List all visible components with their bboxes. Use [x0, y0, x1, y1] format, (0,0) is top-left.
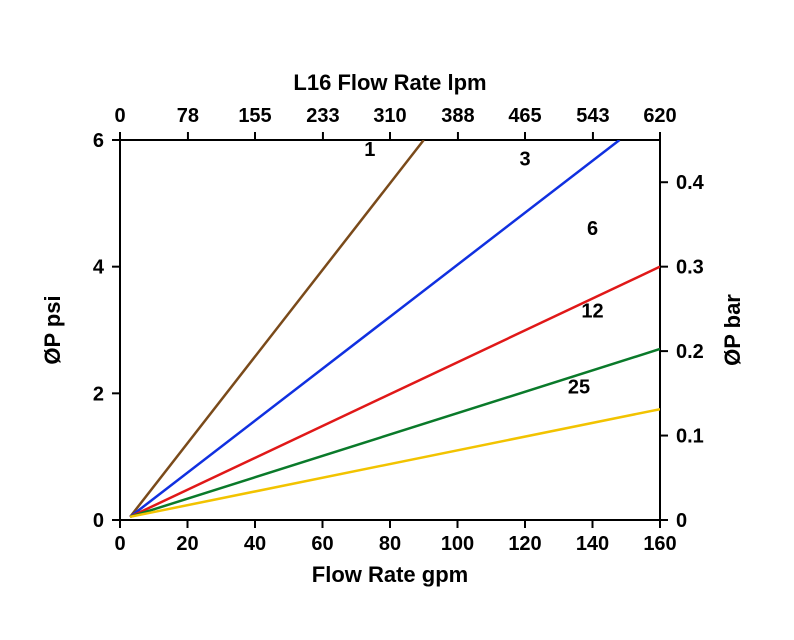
x-top-tick-label: 465: [508, 105, 541, 127]
x-bottom-tick-label: 100: [441, 533, 474, 555]
y-right-tick-label: 0.4: [676, 172, 705, 194]
x-bottom-tick-label: 20: [176, 533, 198, 555]
y-left-tick-label: 6: [93, 130, 104, 152]
y-right-title: ØP bar: [720, 294, 745, 366]
y-right-tick-label: 0.1: [676, 426, 704, 448]
series-label-12: 12: [581, 300, 603, 322]
x-bottom-tick-label: 80: [379, 533, 401, 555]
x-bottom-tick-label: 120: [508, 533, 541, 555]
x-top-tick-label: 233: [306, 105, 339, 127]
x-bottom-tick-label: 0: [114, 533, 125, 555]
x-top-tick-label: 0: [114, 105, 125, 127]
x-bottom-tick-label: 60: [311, 533, 333, 555]
y-left-title: ØP psi: [40, 295, 65, 364]
series-label-6: 6: [587, 218, 598, 240]
series-label-25: 25: [568, 376, 590, 398]
x-bottom-tick-label: 140: [576, 533, 609, 555]
y-right-tick-label: 0.2: [676, 341, 704, 363]
y-right-tick-label: 0: [676, 510, 687, 532]
x-top-tick-label: 155: [238, 105, 271, 127]
x-top-tick-label: 388: [441, 105, 474, 127]
x-bottom-title: Flow Rate gpm: [312, 562, 468, 587]
series-label-1: 1: [364, 139, 375, 161]
chart-title: L16 Flow Rate lpm: [293, 70, 486, 95]
pressure-drop-chart: 020406080100120140160Flow Rate gpm078155…: [0, 0, 794, 640]
x-top-tick-label: 620: [643, 105, 676, 127]
chart-svg: 020406080100120140160Flow Rate gpm078155…: [0, 0, 794, 640]
series-label-3: 3: [519, 148, 530, 170]
x-top-tick-label: 78: [177, 105, 199, 127]
y-left-tick-label: 0: [93, 510, 104, 532]
x-bottom-tick-label: 40: [244, 533, 266, 555]
x-top-tick-label: 543: [576, 105, 609, 127]
x-bottom-tick-label: 160: [643, 533, 676, 555]
y-left-tick-label: 2: [93, 383, 104, 405]
y-right-tick-label: 0.3: [676, 257, 704, 279]
y-left-tick-label: 4: [93, 257, 105, 279]
x-top-tick-label: 310: [373, 105, 406, 127]
